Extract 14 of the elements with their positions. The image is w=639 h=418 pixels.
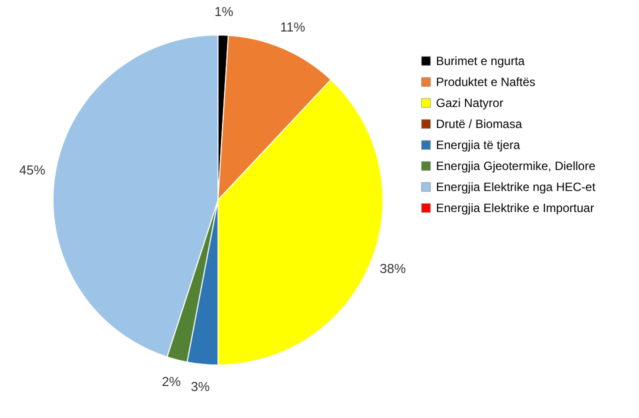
data-label: 38%: [380, 261, 406, 276]
data-label: 1%: [214, 4, 234, 20]
data-label: 45%: [19, 162, 46, 178]
data-label: 2%: [162, 374, 182, 390]
data-label: 3%: [190, 379, 210, 394]
data-label: 11%: [280, 19, 306, 34]
legend-label: Drutë / Biomasa: [436, 117, 522, 131]
legend-label: Energjia Elektrike e Importuar: [436, 201, 594, 215]
legend-label: Burimet e ngurta: [436, 54, 526, 68]
legend-label: Energjia Elektrike nga HEC-et: [436, 180, 596, 194]
legend-label: Produktet e Naftës: [436, 75, 536, 89]
legend-label: Gazi Natyror: [436, 96, 504, 110]
legend-label: Energjia Gjeotermike, Diellore: [436, 159, 596, 173]
legend-label: Energjia të tjera: [436, 138, 520, 152]
